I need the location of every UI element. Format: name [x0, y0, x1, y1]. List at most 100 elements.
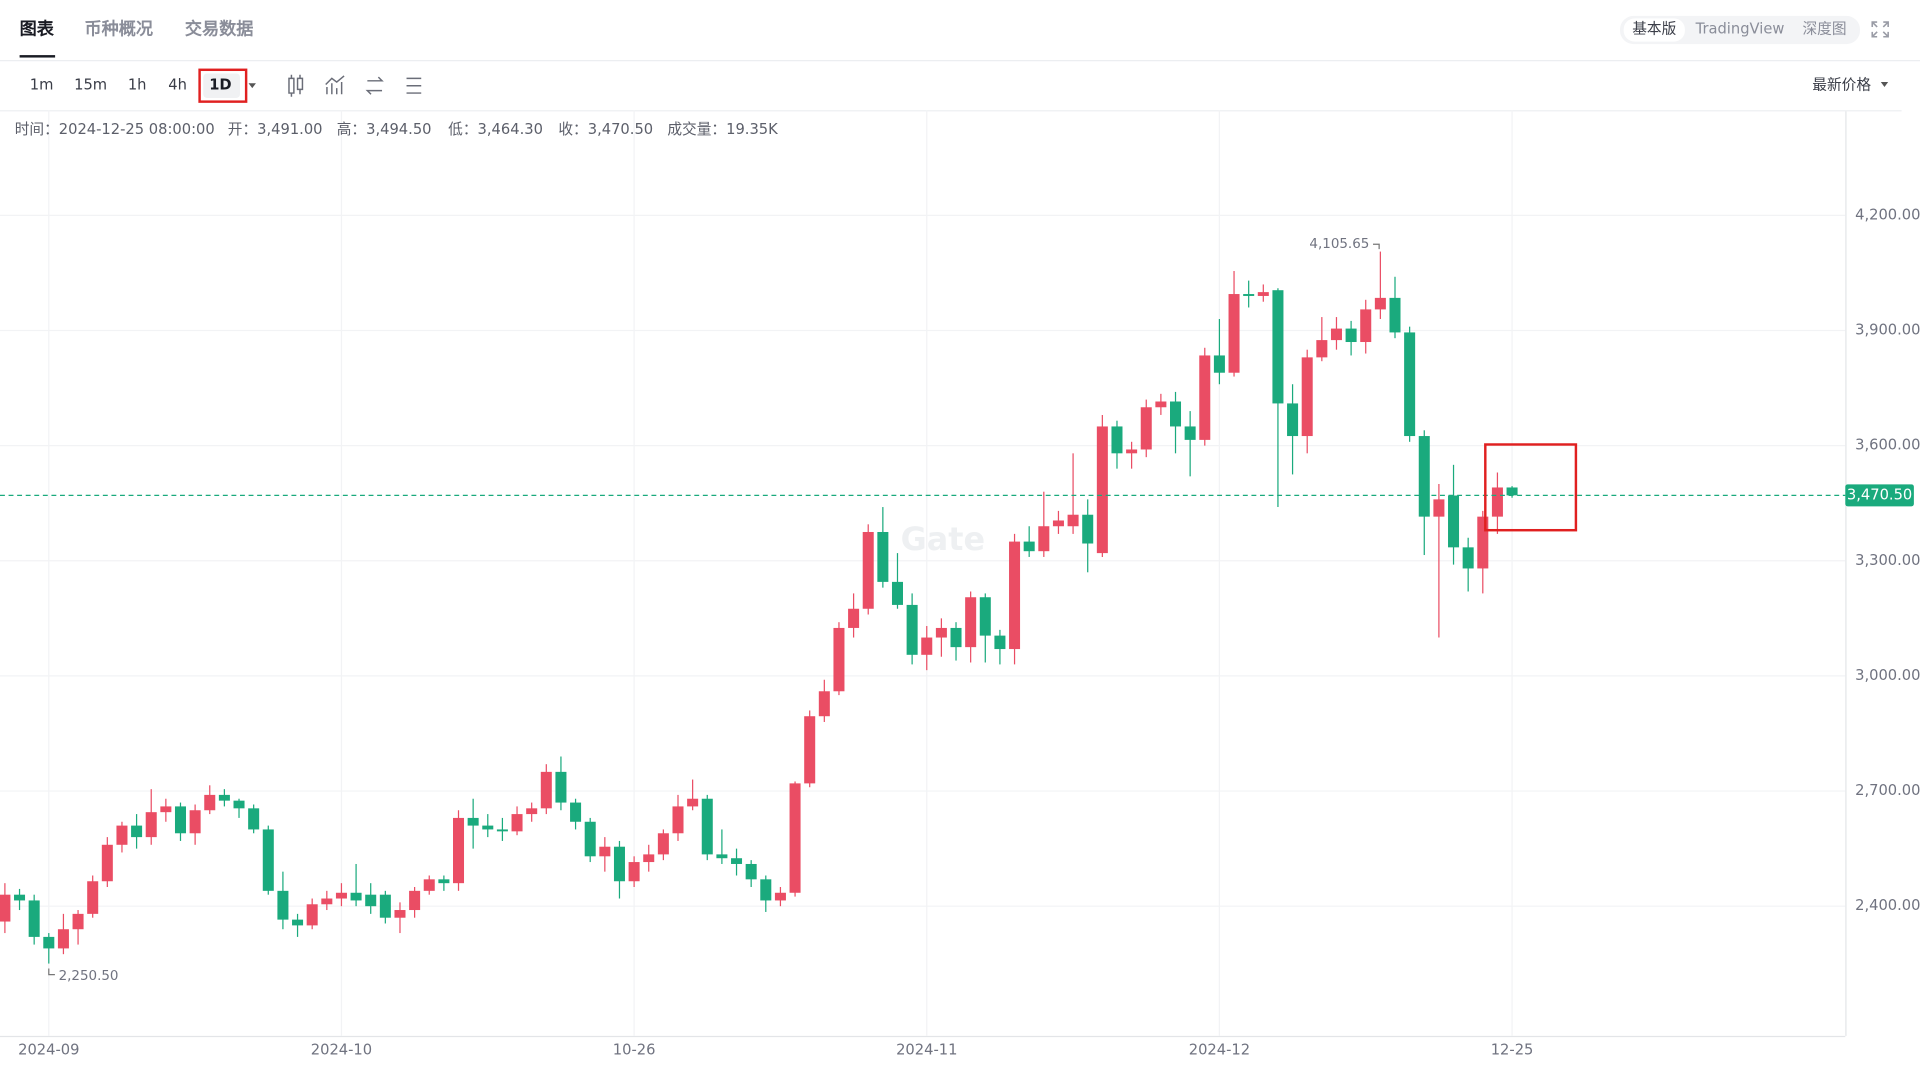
candle-body	[1418, 436, 1430, 517]
candle-body	[1140, 407, 1152, 450]
candle-body	[1257, 292, 1269, 296]
candle-body	[1374, 297, 1386, 310]
max-label: 4,105.65	[1309, 237, 1369, 252]
candle-body	[731, 858, 743, 864]
x-tick-label: 2024-11	[896, 1042, 957, 1059]
y-tick-label: 2,400.00	[1855, 897, 1920, 914]
interval[interactable]: 1m	[30, 77, 54, 94]
candle-body	[233, 800, 245, 809]
x-tick-label: 12-25	[1491, 1042, 1534, 1059]
candle-body	[72, 913, 84, 930]
y-tick-label: 2,700.00	[1855, 782, 1920, 799]
candle-body	[409, 890, 421, 911]
max-marker	[1373, 243, 1380, 250]
candle-body	[453, 817, 465, 884]
min-label: 2,250.50	[59, 969, 119, 984]
view-mode[interactable]: TradingView	[1695, 20, 1785, 37]
candle-body	[43, 936, 55, 949]
candle-body	[804, 716, 816, 784]
highlight-box	[1484, 443, 1578, 532]
candle-body	[174, 806, 186, 834]
view-mode[interactable]: 深度图	[1802, 20, 1846, 37]
candle-body	[160, 806, 172, 813]
candle-body	[467, 817, 479, 826]
tab[interactable]: 图表	[20, 18, 55, 39]
x-tick-label: 2024-12	[1189, 1042, 1250, 1059]
candle-body	[1111, 426, 1123, 454]
candle-body	[1448, 495, 1460, 548]
candle-body	[87, 881, 99, 914]
candle-body	[1067, 514, 1079, 527]
candle-body	[1082, 514, 1094, 544]
ohlc-info: 开：3,491.00	[228, 121, 323, 138]
candle-body	[716, 854, 728, 859]
candle-body	[1462, 547, 1474, 569]
candle-body	[789, 783, 801, 893]
candle-body	[482, 825, 494, 830]
x-tick-label: 2024-10	[311, 1042, 372, 1059]
candle-body	[1301, 357, 1313, 437]
candle-body	[306, 904, 318, 926]
candle-body	[555, 771, 567, 803]
price-selector[interactable]: 最新价格	[1812, 77, 1871, 94]
candle-body	[248, 808, 260, 830]
y-tick-label: 3,600.00	[1855, 437, 1920, 454]
ohlc-info: 成交量：19.35K	[667, 120, 778, 138]
y-tick-label: 4,200.00	[1855, 206, 1920, 223]
candle-body	[0, 894, 11, 922]
candle-body	[321, 898, 333, 905]
last-price-label: 3,470.50	[1847, 486, 1912, 503]
candle-body	[335, 892, 347, 899]
candle-body	[672, 806, 684, 834]
candle-body	[1052, 520, 1064, 527]
candle-body	[1272, 290, 1284, 404]
candle-body	[204, 794, 216, 811]
candle-body	[218, 794, 230, 801]
candle-body	[423, 879, 435, 891]
candle-body	[1477, 516, 1489, 569]
candle-body	[57, 929, 69, 949]
dropdown-arrow[interactable]	[248, 83, 256, 89]
candle-body	[1360, 309, 1372, 343]
candle-body	[526, 808, 538, 815]
candle-body	[1213, 355, 1225, 373]
interval[interactable]: 15m	[74, 77, 107, 94]
interval[interactable]: 4h	[168, 77, 187, 94]
candle-body	[935, 627, 947, 638]
candle-body	[833, 627, 845, 692]
candle-body	[628, 862, 640, 882]
candle-body	[774, 892, 786, 901]
candle-body	[613, 846, 625, 882]
candle-body	[394, 910, 406, 918]
candle-body	[1126, 449, 1138, 454]
candle-body	[1009, 541, 1021, 650]
candle-body	[1199, 355, 1211, 440]
watermark: Gate	[901, 520, 985, 558]
interval[interactable]: 1D	[209, 77, 231, 94]
candle-body	[657, 833, 669, 855]
candle-body	[921, 637, 933, 655]
candle-body	[350, 892, 362, 901]
candle-body	[262, 829, 274, 891]
interval-active	[203, 73, 240, 98]
candle-body	[1170, 401, 1182, 427]
interval[interactable]: 1h	[128, 77, 147, 94]
candle-body	[496, 829, 508, 832]
fullscreen-icon[interactable]	[1871, 21, 1889, 38]
candle-body	[1433, 499, 1445, 517]
candle-body	[1389, 297, 1401, 333]
dropdown-arrow[interactable]	[1880, 82, 1889, 87]
candle-body	[511, 814, 523, 832]
tab[interactable]: 币种概况	[84, 18, 153, 39]
tab[interactable]: 交易数据	[185, 18, 254, 39]
candle-body	[1096, 426, 1108, 554]
candle-body	[1038, 526, 1050, 552]
candle-body	[28, 900, 40, 937]
toolbar-icons[interactable]	[288, 74, 422, 97]
highlight-box	[198, 68, 248, 103]
candle-body	[1316, 340, 1328, 358]
candle-body	[1155, 401, 1167, 408]
view-mode[interactable]: 基本版	[1632, 20, 1676, 37]
